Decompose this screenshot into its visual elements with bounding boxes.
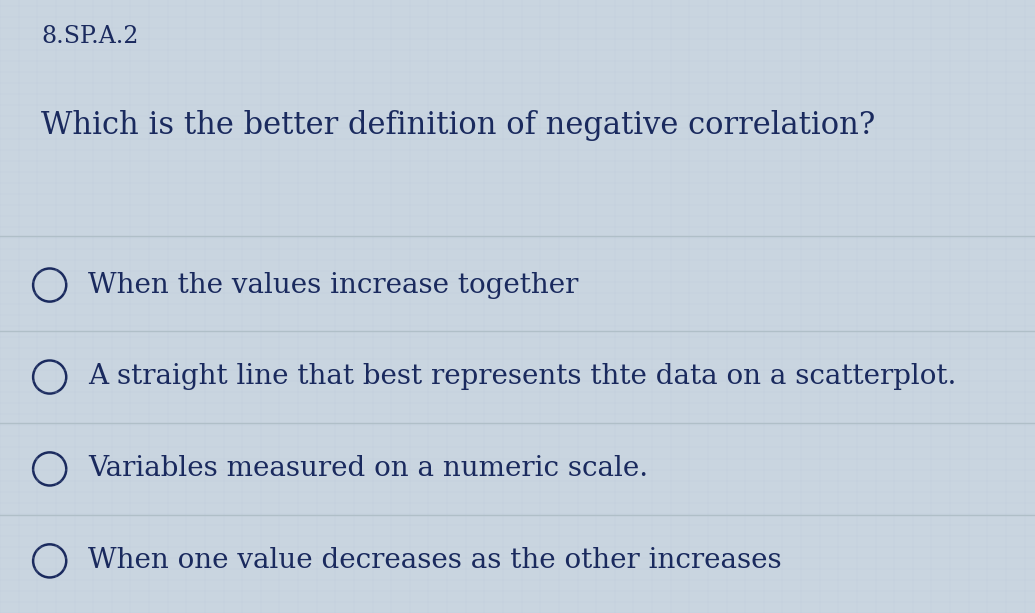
Text: Variables measured on a numeric scale.: Variables measured on a numeric scale.: [88, 455, 648, 482]
Text: 8.SP.A.2: 8.SP.A.2: [41, 25, 139, 48]
Text: When the values increase together: When the values increase together: [88, 272, 579, 299]
Text: Which is the better definition of negative correlation?: Which is the better definition of negati…: [41, 110, 876, 142]
Text: When one value decreases as the other increases: When one value decreases as the other in…: [88, 547, 781, 574]
Text: A straight line that best represents thte data on a scatterplot.: A straight line that best represents tht…: [88, 364, 956, 390]
